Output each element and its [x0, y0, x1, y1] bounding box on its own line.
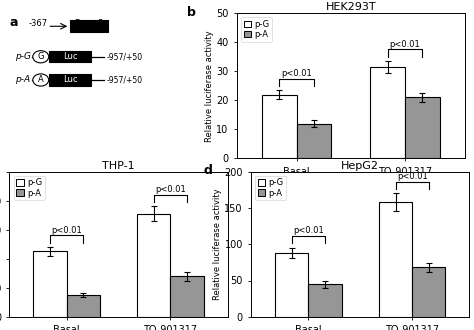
- Text: p<0.01: p<0.01: [293, 226, 324, 236]
- Text: p<0.01: p<0.01: [281, 69, 312, 78]
- Text: -957/+50: -957/+50: [106, 52, 142, 61]
- Legend: p-G, p-A: p-G, p-A: [14, 176, 45, 200]
- Text: p-A: p-A: [15, 76, 30, 84]
- Legend: p-G, p-A: p-G, p-A: [241, 17, 272, 42]
- Circle shape: [33, 51, 49, 63]
- Title: HEK293T: HEK293T: [326, 2, 376, 13]
- Bar: [297, 123, 331, 158]
- Bar: [405, 97, 439, 158]
- Bar: [70, 20, 108, 32]
- Bar: [66, 295, 100, 317]
- Bar: [49, 51, 91, 62]
- Bar: [171, 276, 204, 317]
- Text: Exon 5: Exon 5: [75, 19, 103, 28]
- Text: G: G: [37, 52, 44, 61]
- Y-axis label: Relative luciferase activity: Relative luciferase activity: [213, 188, 222, 300]
- Text: Luc: Luc: [63, 52, 77, 61]
- Y-axis label: Relative luciferase activity: Relative luciferase activity: [204, 30, 213, 142]
- Bar: [308, 284, 342, 317]
- Text: A: A: [38, 76, 44, 84]
- Text: a: a: [9, 16, 18, 29]
- Bar: [262, 94, 297, 158]
- Text: b: b: [187, 6, 196, 19]
- Title: THP-1: THP-1: [102, 161, 135, 171]
- Text: p<0.01: p<0.01: [51, 226, 82, 235]
- Text: p<0.01: p<0.01: [155, 185, 186, 194]
- Text: d: d: [203, 164, 212, 177]
- Text: p<0.01: p<0.01: [397, 172, 428, 181]
- Text: p<0.01: p<0.01: [390, 40, 420, 49]
- Bar: [49, 75, 91, 85]
- Circle shape: [33, 74, 49, 86]
- Text: -367: -367: [28, 19, 47, 28]
- Text: Luc: Luc: [63, 76, 77, 84]
- Bar: [412, 267, 446, 317]
- Text: p-G: p-G: [15, 52, 31, 61]
- Bar: [137, 214, 171, 317]
- Bar: [370, 67, 405, 158]
- Bar: [275, 253, 308, 317]
- Legend: p-G, p-A: p-G, p-A: [255, 176, 286, 200]
- Title: HepG2: HepG2: [341, 161, 379, 171]
- Bar: [33, 251, 66, 317]
- Bar: [379, 202, 412, 317]
- Text: -957/+50: -957/+50: [106, 76, 142, 84]
